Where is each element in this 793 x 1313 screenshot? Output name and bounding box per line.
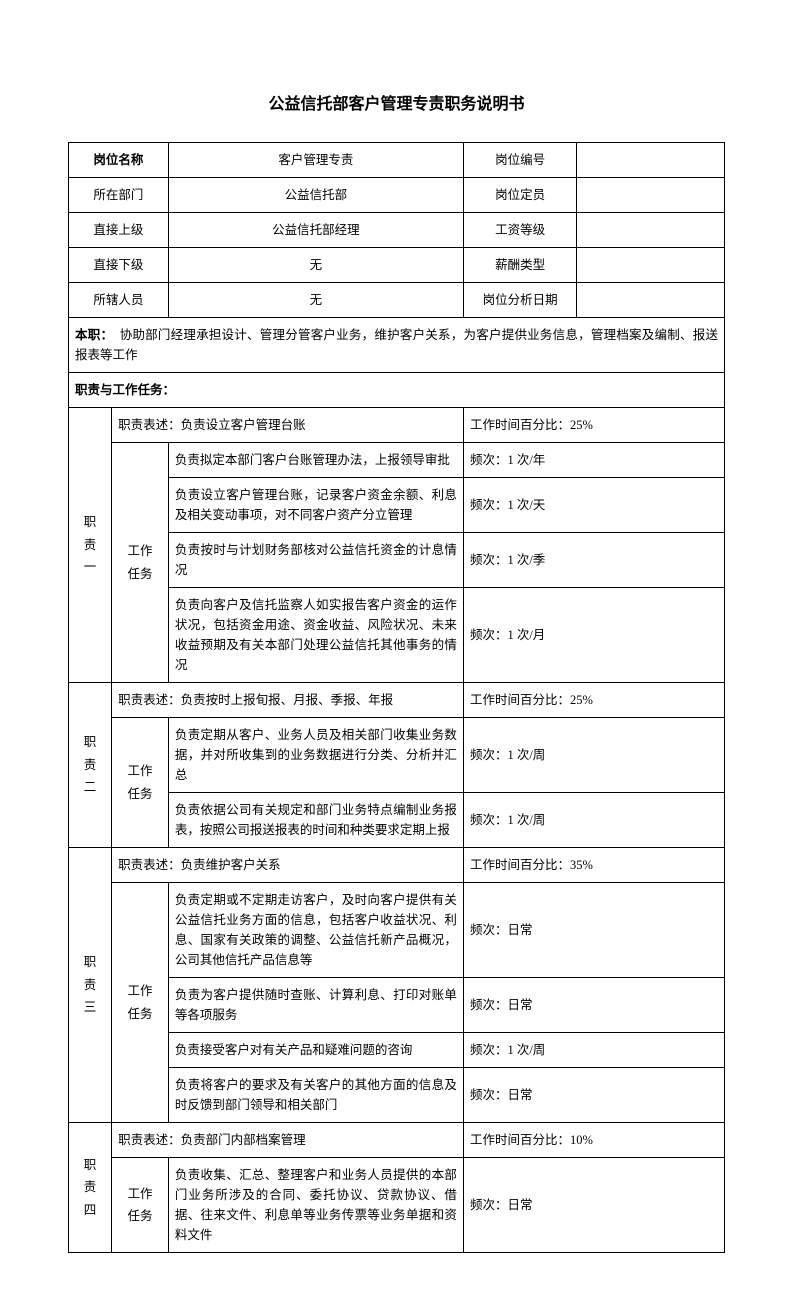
freq-label: 频次： xyxy=(470,498,508,512)
freq-label: 频次： xyxy=(470,553,508,567)
duty-desc: 负责设立客户管理台账 xyxy=(181,418,306,432)
freq-label: 频次： xyxy=(470,923,508,937)
freq-value: 1 次/天 xyxy=(507,498,545,512)
main-table: 岗位名称 客户管理专责 岗位编号所在部门 公益信托部 岗位定员直接上级 公益信托部经理 工资… xyxy=(68,142,725,1253)
duty-time-label: 工作时间百分比： xyxy=(470,693,570,707)
task-label: 工作任务 xyxy=(118,760,162,805)
freq-label: 频次： xyxy=(470,1198,508,1212)
duty-name: 职责四 xyxy=(75,1154,105,1222)
hdr-label: 岗位编号 xyxy=(495,153,545,167)
freq-value: 1 次/月 xyxy=(507,628,545,642)
duty-desc-label: 职责表述： xyxy=(118,858,181,872)
task-text: 负责依据公司有关规定和部门业务特点编制业务报表，按照公司报送报表的时间和种类要求… xyxy=(175,803,457,837)
duty-time-label: 工作时间百分比： xyxy=(470,418,570,432)
duty-time: 25% xyxy=(570,693,593,707)
freq-label: 频次： xyxy=(470,748,508,762)
page: 公益信托部客户管理专责职务说明书 岗位名称客户管理专责岗位编号所在部门公益信托部… xyxy=(0,0,793,1313)
task-label: 工作任务 xyxy=(118,980,162,1025)
duty-desc: 负责部门内部档案管理 xyxy=(181,1133,306,1147)
freq-label: 频次： xyxy=(470,453,508,467)
hdr-label: 岗位定员 xyxy=(495,188,545,202)
freq-value: 日常 xyxy=(507,1198,532,1212)
freq-label: 频次： xyxy=(470,1043,508,1057)
duty-desc: 负责维护客户关系 xyxy=(181,858,281,872)
hdr-label: 所辖人员 xyxy=(93,293,143,307)
hdr-label: 岗位名称 xyxy=(93,153,143,167)
duty-desc-label: 职责表述： xyxy=(118,418,181,432)
duty-desc-label: 职责表述： xyxy=(118,1133,181,1147)
hdr-label: 岗位分析日期 xyxy=(483,293,558,307)
hdr-value: 公益信托部经理 xyxy=(272,223,360,237)
freq-label: 频次： xyxy=(470,628,508,642)
hdr-value: 公益信托部 xyxy=(285,188,348,202)
hdr-label: 直接下级 xyxy=(93,258,143,272)
freq-label: 频次： xyxy=(470,998,508,1012)
freq-label: 频次： xyxy=(470,1088,508,1102)
freq-value: 日常 xyxy=(507,923,532,937)
duty-name: 职责二 xyxy=(75,731,105,799)
duty-time: 25% xyxy=(570,418,593,432)
task-text: 负责定期或不定期走访客户，及时向客户提供有关公益信托业务方面的信息，包括客户收益… xyxy=(175,893,457,967)
task-text: 负责按时与计划财务部核对公益信托资金的计息情况 xyxy=(175,543,457,577)
hdr-label: 工资等级 xyxy=(495,223,545,237)
duty-desc-label: 职责表述： xyxy=(118,693,181,707)
task-text: 负责定期从客户、业务人员及相关部门收集业务数据，并对所收集到的业务数据进行分类、… xyxy=(175,728,457,782)
duty-time-label: 工作时间百分比： xyxy=(470,1133,570,1147)
task-text: 负责为客户提供随时查账、计算利息、打印对账单等各项服务 xyxy=(175,988,457,1022)
duty-time: 10% xyxy=(570,1133,593,1147)
resp-section-header: 职责与工作任务： xyxy=(75,383,175,397)
task-text: 负责将客户的要求及有关客户的其他方面的信息及时反馈到部门领导和相关部门 xyxy=(175,1078,457,1112)
task-label: 工作任务 xyxy=(118,540,162,585)
document-title: 公益信托部客户管理专责职务说明书 xyxy=(68,90,725,114)
task-text: 负责收集、汇总、整理客户和业务人员提供的本部门业务所涉及的合同、委托协议、贷款协… xyxy=(175,1168,457,1242)
hdr-label: 所在部门 xyxy=(93,188,143,202)
duty-time-label: 工作时间百分比： xyxy=(470,858,570,872)
freq-value: 1 次/周 xyxy=(507,813,545,827)
duty-name: 职责三 xyxy=(75,951,105,1019)
duty-desc: 负责按时上报旬报、月报、季报、年报 xyxy=(181,693,394,707)
hdr-value: 无 xyxy=(310,293,323,307)
freq-value: 1 次/季 xyxy=(507,553,545,567)
task-text: 负责向客户及信托监察人如实报告客户资金的运作状况，包括资金用途、资金收益、风险状… xyxy=(175,598,457,672)
duty-time: 35% xyxy=(570,858,593,872)
hdr-value: 无 xyxy=(310,258,323,272)
freq-value: 日常 xyxy=(507,998,532,1012)
freq-value: 1 次/周 xyxy=(507,748,545,762)
hdr-label: 直接上级 xyxy=(93,223,143,237)
hdr-label: 薪酬类型 xyxy=(495,258,545,272)
freq-value: 日常 xyxy=(507,1088,532,1102)
task-text: 负责设立客户管理台账，记录客户资金余额、利息及相关变动事项，对不同客户资产分立管… xyxy=(175,488,457,522)
main-duty-label: 本职： xyxy=(75,328,107,342)
duty-name: 职责一 xyxy=(75,511,105,579)
task-label: 工作任务 xyxy=(118,1183,162,1228)
task-text: 负责拟定本部门客户台账管理办法，上报领导审批 xyxy=(175,453,450,467)
hdr-value: 客户管理专责 xyxy=(278,153,353,167)
main-duty-text: 协助部门经理承担设计、管理分管客户业务，维护客户关系，为客户提供业务信息，管理档… xyxy=(75,328,718,362)
freq-value: 1 次/周 xyxy=(507,1043,545,1057)
task-text: 负责接受客户对有关产品和疑难问题的咨询 xyxy=(175,1043,413,1057)
freq-label: 频次： xyxy=(470,813,508,827)
freq-value: 1 次/年 xyxy=(507,453,545,467)
